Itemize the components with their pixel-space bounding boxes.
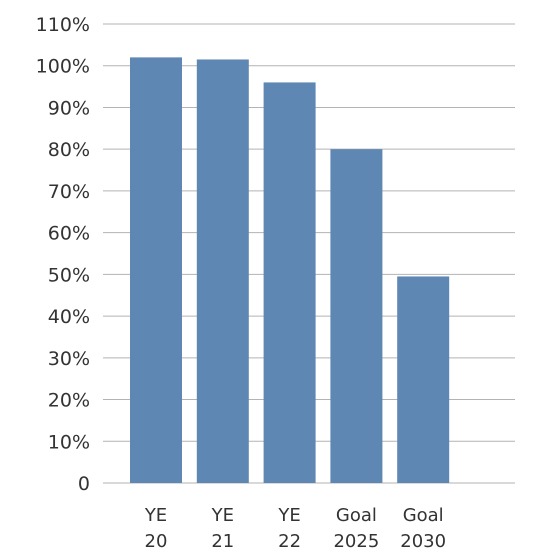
x-category-label: YE — [277, 505, 300, 526]
x-axis-category-labels: YE 20 YE 21 YE 22 Goal 2025 Goal 2030 — [144, 505, 446, 551]
y-tick-label: 70% — [48, 181, 90, 203]
y-axis-tick-labels: 0 10% 20% 30% 40% 50% 60% 70% 80% 90% 100% 110% — [36, 14, 90, 495]
bar — [196, 59, 249, 484]
y-tick-label: 110% — [36, 14, 90, 36]
x-category-label: 21 — [211, 531, 234, 551]
x-category-label: YE — [144, 505, 167, 526]
bar — [330, 149, 383, 483]
bar — [397, 276, 450, 483]
bar — [130, 57, 182, 484]
x-category-label: Goal — [336, 505, 377, 526]
y-tick-label: 0 — [78, 473, 90, 495]
bar — [263, 82, 316, 483]
y-tick-label: 80% — [48, 139, 90, 161]
y-tick-label: 40% — [48, 306, 90, 328]
y-tick-label: 30% — [48, 348, 90, 370]
x-category-label: 2025 — [333, 531, 379, 551]
y-tick-label: 100% — [36, 56, 90, 78]
y-tick-label: 60% — [48, 223, 90, 245]
x-category-label: 22 — [278, 531, 301, 551]
y-tick-label: 20% — [48, 390, 90, 412]
x-category-label: Goal — [403, 505, 444, 526]
x-category-label: YE — [211, 505, 234, 526]
y-tick-label: 10% — [48, 431, 90, 453]
bars — [130, 57, 450, 484]
x-category-label: 2030 — [400, 531, 446, 551]
y-tick-label: 90% — [48, 97, 90, 119]
y-tick-label: 50% — [48, 264, 90, 286]
x-category-label: 20 — [145, 531, 168, 551]
